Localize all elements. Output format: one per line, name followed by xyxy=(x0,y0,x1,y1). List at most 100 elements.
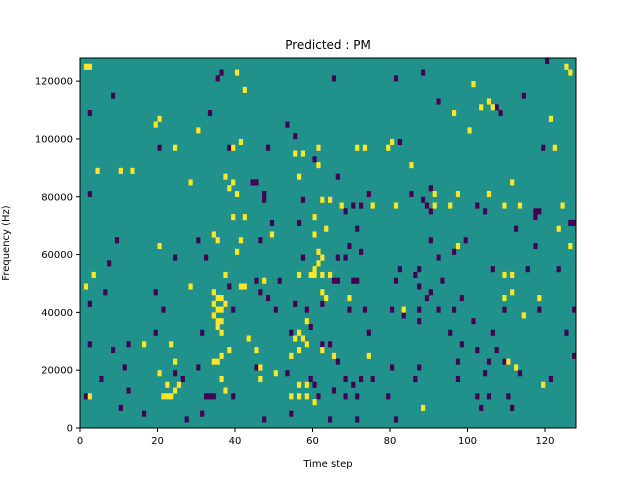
heatmap-cell-low xyxy=(459,295,464,302)
heatmap-cell-low xyxy=(215,75,220,82)
heatmap-cell-high xyxy=(196,127,201,134)
heatmap-cell-low xyxy=(521,92,526,99)
heatmap-cell-high xyxy=(320,289,325,296)
heatmap-cell-low xyxy=(111,347,116,354)
heatmap-cell-high xyxy=(157,115,162,122)
heatmap-cell-low xyxy=(537,208,542,215)
heatmap-cell-low xyxy=(184,416,189,423)
heatmap-cell-high xyxy=(541,381,546,388)
heatmap-cell-low xyxy=(111,92,116,99)
heatmap-cell-low xyxy=(351,277,356,284)
heatmap-cell-low xyxy=(452,306,457,313)
heatmap-cell-low xyxy=(483,370,488,377)
heatmap-cell-low xyxy=(196,237,201,244)
heatmap-cell-low xyxy=(343,375,348,383)
heatmap-cell-high xyxy=(393,202,399,209)
heatmap-cell-low xyxy=(231,393,236,400)
heatmap-plot-area xyxy=(79,57,577,429)
heatmap-cell-high xyxy=(87,63,92,70)
heatmap-cell-high xyxy=(300,150,306,157)
heatmap-cell-low xyxy=(126,341,131,348)
heatmap-cell-high xyxy=(452,110,457,117)
heatmap-cell-high xyxy=(537,295,542,302)
heatmap-cell-low xyxy=(355,277,360,284)
heatmap-cell-high xyxy=(328,196,333,203)
heatmap-cell-low xyxy=(304,306,309,313)
heatmap-cell-high xyxy=(223,173,228,180)
heatmap-cells xyxy=(83,58,577,423)
heatmap-cell-high xyxy=(316,260,321,267)
heatmap-cell-low xyxy=(397,138,402,146)
heatmap-cell-low xyxy=(219,69,224,76)
heatmap-cell-low xyxy=(390,306,395,313)
heatmap-cell-high xyxy=(235,69,240,76)
heatmap-cell-low xyxy=(572,219,577,226)
heatmap-cell-low xyxy=(490,266,495,273)
heatmap-cell-low xyxy=(490,329,495,336)
heatmap-cell-high xyxy=(262,277,267,284)
heatmap-cell-high xyxy=(355,144,360,151)
heatmap-cell-low xyxy=(207,110,213,117)
heatmap-cell-low xyxy=(359,202,364,209)
heatmap-cell-low xyxy=(355,225,360,232)
heatmap-cell-low xyxy=(483,208,488,215)
heatmap-cell-high xyxy=(401,306,406,313)
heatmap-cell-high xyxy=(176,381,182,388)
heatmap-cell-low xyxy=(328,416,333,423)
heatmap-cell-low xyxy=(173,370,178,377)
heatmap-cell-low xyxy=(428,289,433,296)
heatmap-cell-low xyxy=(153,289,158,296)
heatmap-cell-high xyxy=(246,335,251,342)
heatmap-cell-low xyxy=(173,254,178,261)
heatmap-cell-high xyxy=(215,358,220,365)
heatmap-cell-low xyxy=(428,185,433,192)
heatmap-cell-low xyxy=(180,375,185,383)
heatmap-cell-high xyxy=(254,347,259,354)
y-tick-label: 20000 xyxy=(41,366,73,377)
x-tick-label: 60 xyxy=(306,436,319,447)
heatmap-cell-high xyxy=(347,295,352,302)
heatmap-cell-high xyxy=(242,283,247,290)
heatmap-cell-low xyxy=(335,173,340,180)
heatmap-cell-high xyxy=(231,214,236,221)
x-tick-label: 120 xyxy=(535,436,554,447)
heatmap-cell-high xyxy=(242,214,247,221)
heatmap-cell-low xyxy=(227,283,232,290)
heatmap-cell-high xyxy=(219,375,224,383)
heatmap-cell-low xyxy=(572,352,577,359)
heatmap-cell-low xyxy=(227,144,232,151)
heatmap-cell-low xyxy=(289,410,294,417)
heatmap-cell-high xyxy=(215,295,220,302)
heatmap-cell-low xyxy=(428,237,433,244)
heatmap-cell-high xyxy=(157,243,162,250)
heatmap-cell-high xyxy=(238,237,244,244)
heatmap-cell-low xyxy=(436,254,441,261)
heatmap-cell-low xyxy=(440,277,445,284)
heatmap-cell-low xyxy=(366,190,371,198)
heatmap-cell-high xyxy=(316,248,321,255)
heatmap-cell-low xyxy=(351,381,356,388)
heatmap-cell-low xyxy=(413,271,418,278)
heatmap-cell-high xyxy=(560,202,565,209)
heatmap-cell-high xyxy=(219,318,224,325)
heatmap-cell-high xyxy=(304,393,309,400)
heatmap-cell-low xyxy=(417,306,422,313)
heatmap-cell-low xyxy=(347,306,352,313)
heatmap-cell-low xyxy=(254,364,259,371)
heatmap-cell-low xyxy=(331,387,337,394)
heatmap-cell-low xyxy=(409,190,414,198)
heatmap-cell-low xyxy=(118,404,123,411)
heatmap-cell-low xyxy=(533,243,538,250)
heatmap-cell-low xyxy=(494,347,499,354)
heatmap-cell-high xyxy=(219,295,224,302)
heatmap-cell-high xyxy=(552,144,557,151)
heatmap-cell-high xyxy=(312,231,317,238)
heatmap-cell-low xyxy=(421,196,426,203)
heatmap-cell-low xyxy=(300,196,306,203)
heatmap-cell-high xyxy=(219,352,224,359)
heatmap-cell-high xyxy=(238,138,244,146)
heatmap-cell-high xyxy=(211,289,216,296)
heatmap-cell-low xyxy=(510,404,515,411)
heatmap-cell-high xyxy=(409,162,414,169)
